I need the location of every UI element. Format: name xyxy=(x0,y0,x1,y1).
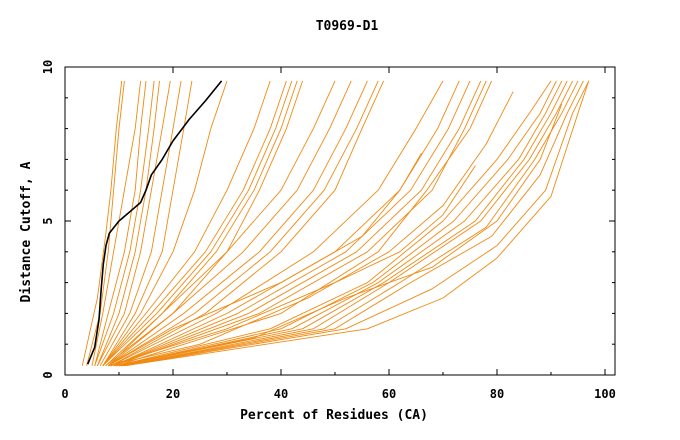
tick-layer: 0 20 40 60 80 100 0 5 10 xyxy=(41,60,616,401)
y-tick-label-5: 5 xyxy=(41,217,55,224)
x-axis-label: Percent of Residues (CA) xyxy=(240,408,428,423)
series-line-m33 xyxy=(121,80,574,367)
x-tick-label-80: 80 xyxy=(490,387,504,401)
plot-frame xyxy=(64,66,616,376)
series-line-m08 xyxy=(99,80,182,367)
series-line-m30 xyxy=(118,80,557,367)
series-line-m38 xyxy=(113,103,563,367)
x-tick-label-40: 40 xyxy=(274,387,288,401)
series-line-m24 xyxy=(113,80,482,367)
series-line-m12 xyxy=(102,80,287,367)
series-line-m05 xyxy=(94,80,155,366)
series-line-m01 xyxy=(81,80,123,366)
series-layer xyxy=(81,80,590,367)
series-line-m26 xyxy=(116,80,493,367)
highlight-layer xyxy=(86,80,223,365)
y-axis-label: Distance Cutoff, A xyxy=(19,161,34,302)
series-line-m11 xyxy=(102,80,271,367)
series-line-m25 xyxy=(113,80,487,367)
series-line-m36 xyxy=(124,80,590,367)
series-line-m04 xyxy=(94,80,147,366)
series-line-m32 xyxy=(118,80,568,367)
series-line-m17 xyxy=(107,80,352,367)
series-line-m16 xyxy=(107,80,336,367)
x-tick-label-100: 100 xyxy=(594,387,616,401)
series-line-m34 xyxy=(121,80,579,367)
series-line-m37 xyxy=(124,80,590,367)
series-line-m19 xyxy=(107,80,379,367)
series-line-m07 xyxy=(96,80,171,367)
series-line-m21 xyxy=(110,80,444,367)
highlight-series-line xyxy=(86,80,223,365)
y-tick-label-10: 10 xyxy=(41,60,55,74)
series-line-m22 xyxy=(113,80,460,367)
series-line-m18 xyxy=(107,80,368,367)
series-line-m39 xyxy=(108,91,514,367)
series-line-m29 xyxy=(116,80,552,367)
y-tick-label-0: 0 xyxy=(41,371,55,378)
series-line-m31 xyxy=(118,80,563,367)
series-line-m09 xyxy=(102,80,193,367)
series-line-m35 xyxy=(121,80,584,367)
x-tick-label-0: 0 xyxy=(61,387,68,401)
x-tick-label-60: 60 xyxy=(382,387,396,401)
chart-title: T0969-D1 xyxy=(316,19,379,34)
series-line-m23 xyxy=(113,80,471,367)
series-line-m10 xyxy=(102,80,228,367)
series-line-m28 xyxy=(107,152,422,367)
series-line-m06 xyxy=(96,80,160,366)
x-tick-label-20: 20 xyxy=(166,387,180,401)
series-line-m27 xyxy=(108,165,476,367)
series-line-m13 xyxy=(102,80,293,367)
